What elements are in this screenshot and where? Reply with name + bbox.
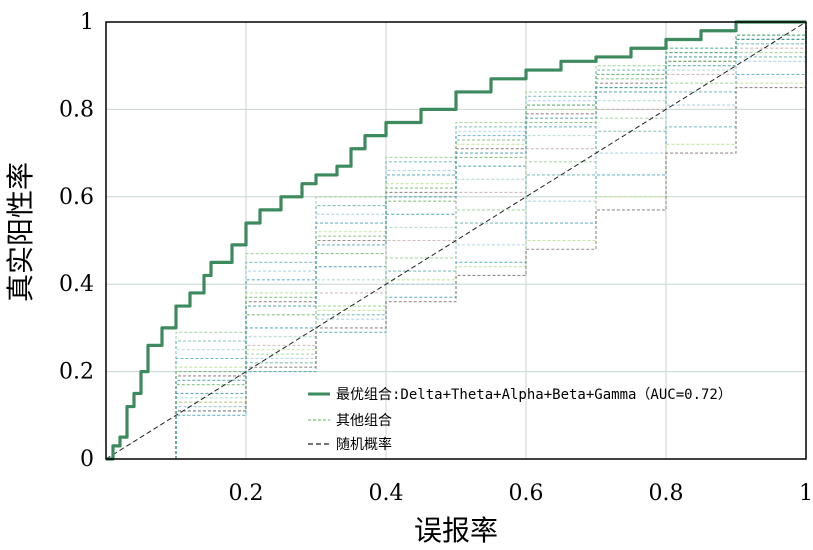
other-combination-line-13 [106, 22, 807, 460]
y-axis-label: 真实阳性率 [4, 162, 37, 302]
other-combination-line-15 [106, 22, 807, 460]
x-tick-label-2: 0.6 [509, 481, 544, 506]
random-chance-line-layer [105, 21, 807, 460]
y-tick-label-0: 0 [80, 447, 94, 472]
other-combination-line-1 [106, 22, 807, 460]
other-combination-line-11 [106, 22, 807, 460]
y-tick-labels: 0 0.2 0.4 0.6 0.8 1 [59, 10, 94, 472]
best-combination-line [106, 20, 806, 461]
legend-random-label: 随机概率 [336, 436, 392, 453]
legend-others-label: 其他组合 [336, 413, 392, 429]
x-tick-labels: 0.2 0.4 0.6 0.8 1 [229, 481, 813, 506]
other-combinations-lines [106, 22, 807, 460]
random-chance-line [105, 21, 807, 460]
y-tick-label-5: 1 [80, 10, 94, 35]
x-axis-label: 误报率 [414, 514, 498, 547]
x-tick-label-4: 1 [799, 481, 813, 506]
other-combination-line-10 [106, 22, 807, 460]
plot-frame [105, 21, 807, 460]
y-tick-label-1: 0.2 [59, 360, 94, 385]
other-combination-line-17 [106, 22, 807, 460]
legend: 最优组合:Delta+Theta+Alpha+Beta+Gamma（AUC=0.… [308, 387, 732, 453]
best-combination-line-layer [106, 20, 806, 461]
x-tick-label-3: 0.8 [649, 481, 684, 506]
y-tick-label-4: 0.8 [59, 97, 94, 122]
other-combination-line-12 [106, 22, 807, 460]
x-tick-label-1: 0.4 [369, 481, 404, 506]
y-tick-label-2: 0.4 [59, 272, 94, 297]
y-tick-label-3: 0.6 [59, 185, 94, 210]
other-combination-line-14 [106, 22, 807, 460]
x-tick-label-0: 0.2 [229, 481, 264, 506]
legend-best-label: 最优组合:Delta+Theta+Alpha+Beta+Gamma（AUC=0.… [336, 387, 732, 403]
